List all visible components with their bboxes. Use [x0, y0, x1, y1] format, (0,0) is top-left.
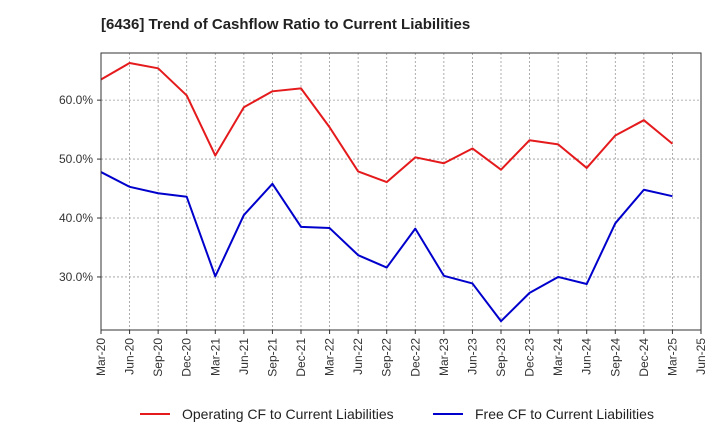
x-tick-label: Jun-24: [580, 338, 594, 375]
y-tick-label: 30.0%: [59, 270, 93, 284]
legend-item-1: Operating CF to Current Liabilities: [140, 406, 394, 422]
x-tick-label: Dec-22: [408, 338, 422, 377]
y-tick-label: 50.0%: [59, 152, 93, 166]
x-tick-label: Sep-22: [380, 338, 394, 377]
legend: Operating CF to Current Liabilities Free …: [140, 406, 654, 422]
series-lines: [100, 62, 674, 323]
x-tick-label: Mar-22: [323, 338, 337, 376]
x-tick-label: Sep-24: [608, 338, 622, 377]
x-tick-label: Jun-25: [694, 338, 708, 375]
series-line-2: [100, 171, 673, 323]
x-tick-label: Dec-20: [180, 338, 194, 377]
x-tick-label: Mar-25: [665, 338, 679, 376]
chart-title: [6436] Trend of Cashflow Ratio to Curren…: [101, 16, 471, 33]
x-tick-label: Jun-21: [237, 338, 251, 375]
x-tick-label: Dec-24: [637, 338, 651, 377]
legend-item-2: Free CF to Current Liabilities: [433, 406, 654, 422]
y-tick-label: 60.0%: [59, 93, 93, 107]
x-axis-ticks: Mar-20 Jun-20 Sep-20 Dec-20 Mar-21 Jun-21 Sep-…: [94, 330, 708, 377]
x-tick-label: Mar-21: [208, 338, 222, 376]
x-tick-label: Dec-23: [523, 338, 537, 377]
x-tick-label: Mar-20: [94, 338, 108, 376]
x-tick-label: Sep-20: [151, 338, 165, 377]
plot-frame: [100, 52, 702, 331]
x-tick-label: Jun-22: [351, 338, 365, 375]
legend-label: Operating CF to Current Liabilities: [182, 406, 394, 422]
x-tick-label: Jun-20: [123, 338, 137, 375]
series-line-1: [100, 62, 674, 184]
x-tick-label: Jun-23: [465, 338, 479, 375]
x-tick-label: Mar-24: [551, 338, 565, 376]
x-tick-label: Sep-23: [494, 338, 508, 377]
x-tick-label: Sep-21: [265, 338, 279, 377]
grid: [101, 53, 701, 330]
y-axis-ticks: 30.0% 40.0% 50.0% 60.0%: [59, 93, 101, 284]
legend-label: Free CF to Current Liabilities: [475, 406, 654, 422]
y-tick-label: 40.0%: [59, 211, 93, 225]
x-tick-label: Mar-23: [437, 338, 451, 376]
x-tick-label: Dec-21: [294, 338, 308, 377]
